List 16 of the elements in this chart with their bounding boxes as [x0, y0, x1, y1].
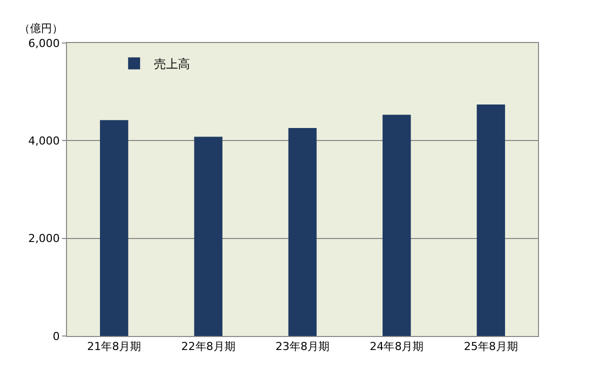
- x-tick-label: 22年8月期: [181, 340, 236, 354]
- x-tick-label: 25年8月期: [464, 340, 518, 354]
- x-tick-label: 23年8月期: [276, 340, 330, 354]
- bar: [382, 114, 411, 336]
- x-tick-label: 21年8月期: [87, 340, 142, 354]
- bar: [194, 136, 222, 336]
- y-tick-label: 4,000: [28, 134, 60, 148]
- y-tick-label: 0: [52, 330, 60, 343]
- y-tick-label: 6,000: [28, 36, 60, 50]
- bar: [100, 120, 128, 336]
- y-tick-label: 2,000: [28, 232, 60, 246]
- bar: [288, 128, 317, 336]
- y-axis-title: （億円）: [19, 22, 63, 35]
- legend-label: 売上高: [154, 57, 190, 72]
- bar: [476, 104, 506, 336]
- x-tick-label: 24年8月期: [370, 340, 424, 354]
